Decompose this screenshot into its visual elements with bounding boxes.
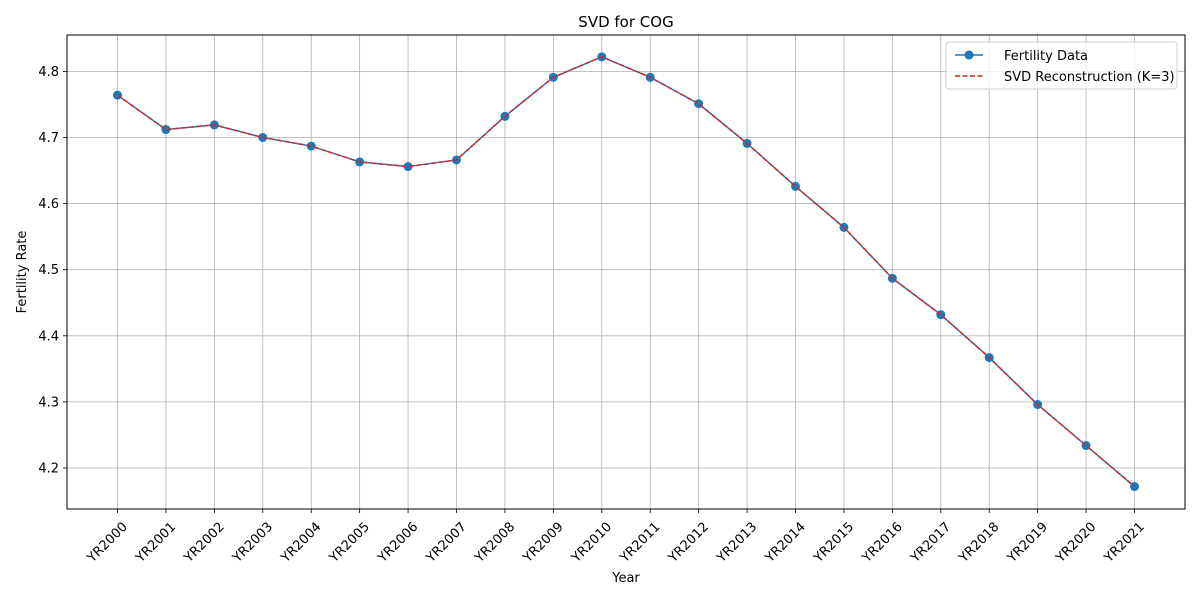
legend-label-fertility-data: Fertility Data bbox=[1004, 49, 1088, 64]
chart-title: SVD for COG bbox=[578, 13, 673, 31]
y-tick-label: 4.2 bbox=[38, 462, 59, 477]
y-tick-label: 4.3 bbox=[38, 395, 59, 410]
y-tick-label: 4.5 bbox=[38, 263, 59, 278]
y-tick-label: 4.4 bbox=[38, 329, 59, 344]
legend-marker-fertility-data bbox=[964, 50, 974, 60]
y-axis-label: Fertility Rate bbox=[15, 231, 30, 314]
y-tick-label: 4.8 bbox=[38, 65, 59, 80]
x-axis-label: Year bbox=[611, 571, 640, 586]
fertility-data-point bbox=[403, 162, 413, 172]
series-layer bbox=[113, 52, 1139, 492]
legend-label-svd-reconstruction: SVD Reconstruction (K=3) bbox=[1004, 70, 1175, 85]
y-tick-label: 4.6 bbox=[38, 197, 59, 212]
y-tick-label: 4.7 bbox=[38, 131, 59, 146]
plot-frame bbox=[66, 34, 1186, 510]
legend: Fertility Data SVD Reconstruction (K=3) bbox=[945, 41, 1178, 90]
series-line-svd-reconstruction bbox=[117, 56, 1135, 488]
legend-box bbox=[945, 41, 1178, 90]
